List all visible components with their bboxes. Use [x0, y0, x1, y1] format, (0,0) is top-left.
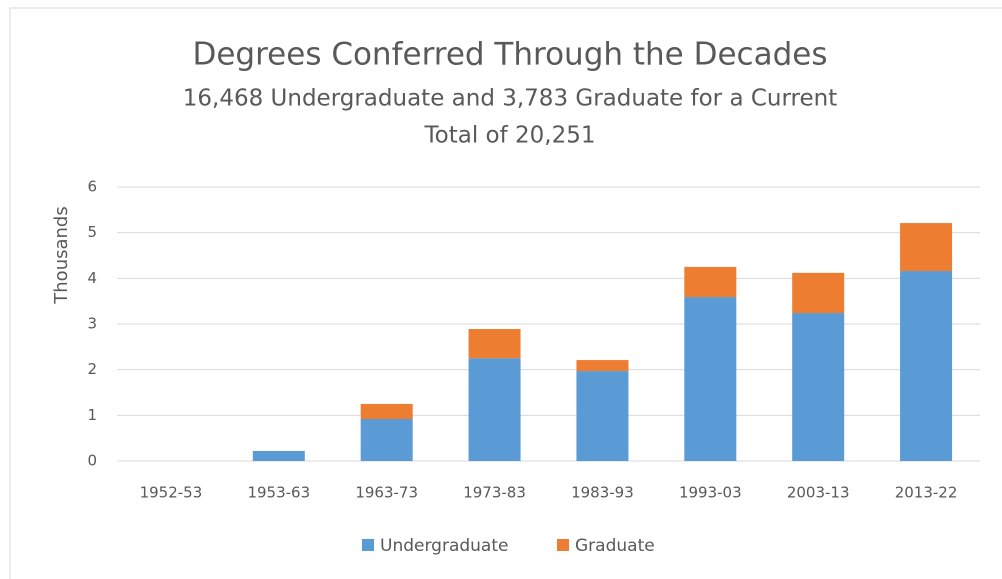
bar-segment — [792, 272, 845, 314]
chart-border — [9, 7, 1002, 579]
y-tick-label: 0 — [87, 452, 97, 470]
x-tick-label: 1983-93 — [571, 484, 634, 502]
legend-label: Undergraduate — [380, 536, 508, 556]
legend-label: Graduate — [575, 536, 655, 556]
bar-segment — [576, 360, 629, 372]
x-tick-label: 2013-22 — [895, 484, 958, 502]
chart-subtitle: Total of 20,251 — [424, 123, 596, 149]
x-tick-label: 1963-73 — [355, 484, 418, 502]
y-tick-label: 5 — [87, 223, 97, 241]
y-tick-label: 6 — [87, 178, 97, 196]
bar-segment — [468, 358, 521, 461]
legend-swatch — [557, 539, 569, 551]
bar-segment — [576, 371, 629, 461]
chart-title: Degrees Conferred Through the Decades — [192, 37, 827, 73]
bar-segment — [252, 450, 305, 461]
bar-segment — [468, 329, 521, 359]
bar-segment — [360, 403, 413, 419]
bar-segment — [900, 223, 953, 272]
legend-swatch — [362, 539, 374, 551]
y-tick-label: 3 — [87, 315, 97, 333]
bar-segment — [900, 271, 953, 461]
y-tick-label: 2 — [87, 360, 97, 378]
bar-segment — [792, 313, 845, 461]
bar-segment — [360, 418, 413, 461]
y-tick-label: 1 — [87, 406, 97, 424]
x-tick-label: 1973-83 — [463, 484, 526, 502]
bar-segment — [684, 266, 737, 298]
bar-segment — [684, 297, 737, 461]
x-tick-label: 2003-13 — [787, 484, 850, 502]
x-tick-label: 1952-53 — [140, 484, 203, 502]
chart-subtitle: 16,468 Undergraduate and 3,783 Graduate … — [183, 86, 838, 112]
y-axis-label: Thousands — [51, 206, 72, 304]
y-tick-label: 4 — [87, 269, 97, 287]
x-tick-label: 1993-03 — [679, 484, 742, 502]
x-tick-label: 1953-63 — [247, 484, 310, 502]
